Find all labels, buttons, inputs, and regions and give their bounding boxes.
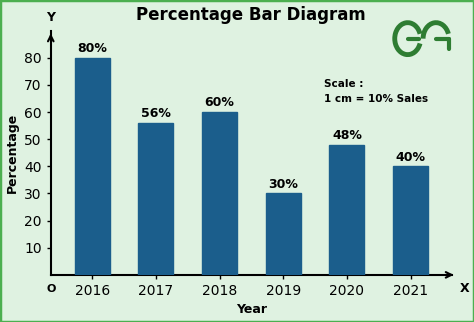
Text: O: O xyxy=(46,284,55,294)
Text: 40%: 40% xyxy=(396,151,426,164)
Bar xyxy=(266,194,301,275)
Text: Y: Y xyxy=(46,11,55,24)
Bar xyxy=(74,58,109,275)
Text: 80%: 80% xyxy=(77,42,107,55)
Text: 56%: 56% xyxy=(141,107,171,120)
Y-axis label: Percentage: Percentage xyxy=(6,113,18,193)
Bar xyxy=(202,112,237,275)
Bar xyxy=(393,166,428,275)
Text: 60%: 60% xyxy=(205,96,235,109)
Text: Scale :
1 cm = 10% Sales: Scale : 1 cm = 10% Sales xyxy=(324,79,428,104)
Title: Percentage Bar Diagram: Percentage Bar Diagram xyxy=(137,5,366,24)
Bar xyxy=(138,123,173,275)
Text: X: X xyxy=(460,282,470,295)
Text: 30%: 30% xyxy=(268,178,298,191)
Bar xyxy=(329,145,365,275)
Text: 48%: 48% xyxy=(332,129,362,142)
X-axis label: Year: Year xyxy=(236,303,267,317)
